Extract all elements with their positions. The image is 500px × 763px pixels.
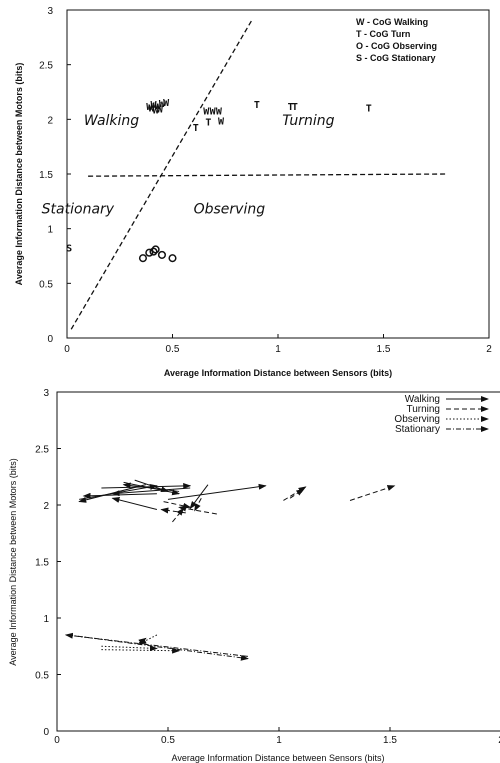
- w-point: W: [146, 102, 153, 113]
- region-boundary-line: [88, 173, 447, 177]
- observing-point: [157, 250, 166, 259]
- bottom-y-tick-label: 2.5: [35, 445, 49, 456]
- bottom-x-tick-label: 0.5: [161, 735, 175, 746]
- bottom-y-tick-label: 0: [43, 727, 49, 738]
- s-point: S: [66, 243, 72, 254]
- w-point: W: [155, 101, 162, 112]
- t-point: T: [193, 123, 199, 134]
- walking-arrow: [189, 484, 209, 510]
- turning-arrow: [349, 485, 396, 501]
- t-point: T: [254, 100, 260, 111]
- bottom-x-tick-label: 0: [54, 735, 60, 746]
- bottom-legend-label: Stationary: [395, 424, 440, 435]
- observing-point: [138, 254, 148, 263]
- t-point: T: [292, 102, 298, 113]
- turning-arrow: [160, 507, 186, 514]
- top-y-axis-label: Average Information Distance between Mot…: [14, 63, 24, 286]
- turning-arrow: [289, 488, 305, 499]
- top-legend-entry: W - CoG Walking: [356, 17, 428, 27]
- turning-arrow: [178, 505, 217, 515]
- top-legend-entry: S - CoG Stationary: [356, 53, 436, 63]
- region-label: Turning: [282, 113, 334, 129]
- bottom-x-tick-label: 1.5: [383, 735, 397, 746]
- top-legend-entry: O - CoG Observing: [356, 41, 437, 51]
- w-point: W: [157, 104, 164, 115]
- t-point: T: [366, 103, 372, 114]
- top-x-tick-label: 0: [64, 344, 70, 355]
- top-y-tick-label: 1.5: [39, 170, 53, 181]
- w-point: W: [216, 107, 223, 118]
- walking-arrow: [111, 497, 158, 511]
- top-x-tick-label: 1: [275, 344, 281, 355]
- top-y-tick-label: 2: [47, 115, 53, 126]
- top-y-tick-label: 3: [47, 6, 53, 17]
- top-x-tick-label: 1.5: [377, 344, 391, 355]
- w-point: W: [163, 98, 170, 109]
- walking-arrow: [78, 484, 146, 503]
- bottom-y-tick-label: 1: [43, 614, 49, 625]
- w-point: W: [148, 103, 155, 114]
- observing-arrow: [101, 647, 181, 654]
- walking-arrow: [167, 483, 267, 500]
- region-label: Observing: [194, 201, 266, 217]
- w-point: W: [203, 107, 210, 118]
- top-y-tick-label: 1: [47, 225, 53, 236]
- top-x-tick-label: 2: [486, 344, 492, 355]
- top-y-tick-label: 0: [47, 334, 53, 345]
- bottom-plot-frame: [56, 391, 500, 732]
- observing-arrow: [101, 645, 158, 652]
- turning-arrow: [163, 501, 192, 509]
- bottom-y-tick-label: 1.5: [35, 558, 49, 569]
- bottom-y-tick-label: 2: [43, 501, 49, 512]
- top-x-axis-label: Average Information Distance between Sen…: [164, 368, 392, 378]
- turning-arrow: [283, 486, 307, 501]
- w-point: W: [210, 107, 217, 118]
- observing-arrow: [138, 637, 147, 645]
- top-legend: W - CoG Walking T - CoG Turn O - CoG Obser…: [356, 17, 437, 63]
- top-y-tick-label: 2.5: [39, 61, 53, 72]
- w-point: W: [150, 100, 157, 111]
- bottom-x-tick-label: 1: [276, 735, 282, 746]
- bottom-legend-label: Observing: [394, 414, 440, 425]
- bottom-legend-label: Turning: [406, 404, 440, 415]
- top-x-tick-label: 0.5: [166, 344, 180, 355]
- observing-arrow: [138, 634, 158, 645]
- bottom-x-tick-label: 2: [498, 735, 500, 746]
- w-point: W: [159, 99, 166, 110]
- turning-arrow: [194, 497, 202, 512]
- w-point: W: [218, 116, 225, 127]
- top-scatter-chart: 0 0.5 1 1.5 2 0 0.5 1 1.5 2 2.5 3 Walking Turning Sta…: [14, 6, 492, 378]
- bottom-legend-label: Walking: [405, 394, 440, 405]
- t-point: T: [205, 118, 211, 129]
- bottom-y-axis-label: Average Information Distance between Mot…: [8, 458, 18, 665]
- observing-point: [151, 245, 160, 254]
- bottom-y-tick-label: 3: [43, 388, 49, 399]
- top-y-tick-label: 0.5: [39, 279, 53, 290]
- bottom-trajectory-chart: 0 0.5 1 1.5 2 0 0.5 1 1.5 2 2.5 3 WalkingTurningObs…: [8, 388, 500, 763]
- w-point: W: [153, 105, 160, 116]
- t-point: T: [288, 102, 294, 113]
- walking-arrow: [111, 487, 191, 497]
- walking-arrow: [82, 492, 157, 499]
- observing-point: [168, 254, 177, 263]
- region-boundary-line: [70, 18, 254, 330]
- stationary-arrow: [64, 632, 248, 657]
- observing-point: [145, 248, 154, 257]
- turning-arrow: [172, 507, 185, 523]
- region-label: Walking: [84, 113, 139, 129]
- observing-point: [149, 247, 158, 256]
- bottom-y-tick-label: 0.5: [35, 671, 49, 682]
- walking-arrow: [122, 482, 180, 492]
- top-legend-entry: T - CoG Turn: [356, 29, 410, 39]
- bottom-x-axis-label: Average Information Distance between Sen…: [172, 753, 385, 763]
- region-label: Stationary: [42, 201, 115, 217]
